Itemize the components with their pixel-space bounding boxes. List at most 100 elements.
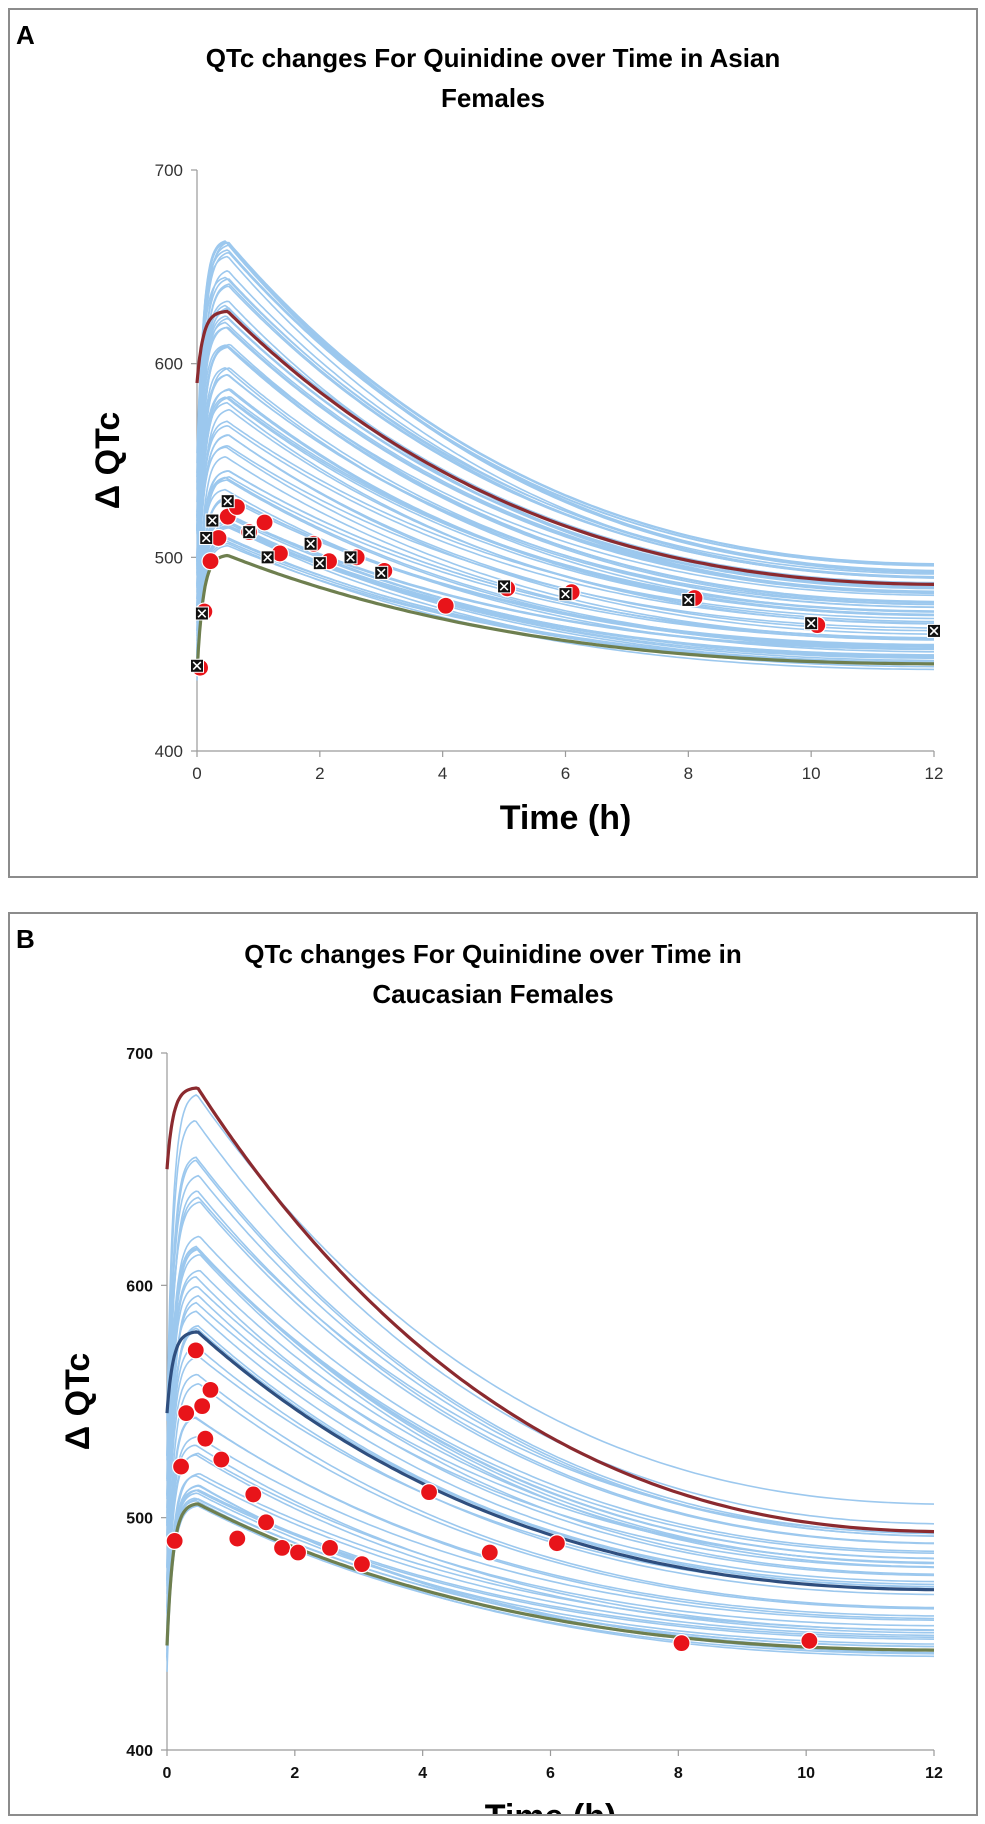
y-tick-label: 600 (155, 355, 183, 374)
observed-point (672, 1634, 691, 1653)
simulated-trials (196, 240, 935, 681)
y-tick-label: 700 (155, 161, 183, 180)
square-x-marker (220, 494, 235, 509)
observed-point (288, 1543, 308, 1562)
observed-point (352, 1555, 372, 1574)
observed-point (201, 552, 220, 571)
panel-a: A QTc changes For Quinidine over Time in… (8, 8, 978, 878)
x-tick-label: 6 (546, 1765, 555, 1782)
simulated-curve (166, 1276, 935, 1575)
simulated-curve (196, 408, 935, 631)
square-x-marker (199, 530, 214, 545)
simulated-curve (196, 317, 935, 590)
simulated-curve (166, 1254, 935, 1568)
observed-point (177, 1404, 196, 1423)
simulated-curve (196, 315, 935, 589)
simulated-curve (196, 434, 934, 635)
simulated-curve (166, 1294, 935, 1587)
panel-letter: A (16, 20, 35, 50)
simulated-curve (166, 1492, 934, 1659)
simulated-curve (196, 420, 935, 621)
marker-cross (244, 527, 254, 537)
simulated-curve (196, 542, 935, 671)
x-tick-label: 8 (674, 1765, 683, 1782)
series-line (165, 1330, 935, 1592)
simulated-curve (196, 401, 935, 625)
marker-cross (561, 589, 570, 599)
series-line (165, 1086, 935, 1534)
x-tick-label: 2 (290, 1765, 299, 1782)
marker-cross (197, 609, 207, 618)
square-x-marker (303, 536, 318, 551)
marker-cross (263, 552, 272, 562)
simulated-curve (196, 373, 935, 609)
x-tick-label: 10 (797, 1765, 815, 1782)
simulated-curve (196, 397, 935, 623)
simulated-curve (166, 1120, 935, 1525)
simulated-curve (196, 240, 935, 566)
x-tick-label: 0 (163, 1765, 172, 1782)
square-x-marker (260, 550, 275, 565)
simulated-curve (166, 1094, 935, 1505)
observed-point (196, 1429, 215, 1448)
marker-cross (929, 626, 939, 636)
square-x-marker (312, 556, 327, 571)
simulated-curve (196, 446, 935, 640)
simulated-curve (166, 1159, 935, 1537)
simulated-curve (196, 479, 934, 650)
observed-point (320, 1538, 340, 1557)
simulated-curve (166, 1416, 935, 1620)
observed-point (186, 1341, 205, 1360)
observed-point (480, 1543, 499, 1562)
chart-plot-area: 400 500 600 700 0 2 4 6 8 10 12 Time (h) Δ QTc (89, 161, 943, 837)
y-tick-label: 600 (126, 1278, 153, 1295)
simulated-curve (166, 1196, 935, 1535)
simulated-curve (196, 524, 934, 681)
observed-point (244, 1485, 263, 1504)
simulated-curve (166, 1474, 935, 1658)
marker-cross (315, 558, 325, 568)
observed-point (436, 596, 455, 615)
y-tick-label: 500 (155, 548, 183, 567)
simulated-curve (196, 326, 935, 594)
x-axis-title: Time (h) (500, 799, 632, 837)
simulated-curve (166, 1201, 935, 1545)
panel-b: B QTc changes For Quinidine over Time in… (8, 912, 978, 1816)
simulated-curve (166, 1472, 935, 1661)
x-tick-label: 2 (315, 764, 324, 783)
y-axis-title: Δ QTc (59, 1353, 97, 1450)
x-tick-label: 8 (684, 764, 693, 783)
marker-cross (376, 568, 386, 578)
chart-plot-area: 400 500 600 700 0 2 4 6 8 10 12 Time (h) Δ QTc (59, 1046, 943, 1814)
marker-cross (201, 533, 211, 543)
simulated-curve (166, 1285, 935, 1564)
simulated-curve (196, 444, 934, 629)
observed-point (800, 1631, 819, 1650)
x-tick-label: 6 (561, 764, 570, 783)
observed-point (228, 1529, 247, 1548)
square-x-marker (374, 565, 389, 580)
x-tick-label: 4 (418, 1765, 427, 1782)
observed-point (193, 1397, 212, 1416)
marker-cross (683, 595, 693, 605)
series-line (195, 309, 935, 586)
marker-cross (499, 582, 509, 591)
observed-point (255, 513, 274, 532)
simulated-curve (196, 388, 935, 616)
x-tick-label: 0 (192, 764, 201, 783)
series-line (165, 1502, 935, 1652)
simulated-curve (196, 343, 935, 604)
chart-title-line-2: Caucasian Females (372, 979, 614, 1009)
simulated-curve (196, 255, 935, 579)
simulated-curve (166, 1156, 935, 1535)
simulated-curve (196, 476, 935, 658)
y-axis-title: Δ QTc (89, 412, 127, 509)
panel-letter: B (16, 924, 35, 954)
observed-point (212, 1450, 231, 1469)
observed-point (165, 1531, 184, 1551)
chart-title-line-2: Females (440, 83, 546, 113)
observed-point (256, 1513, 276, 1532)
x-tick-label: 12 (925, 1765, 943, 1782)
x-tick-label: 4 (438, 764, 447, 783)
simulated-curve (166, 1489, 935, 1655)
